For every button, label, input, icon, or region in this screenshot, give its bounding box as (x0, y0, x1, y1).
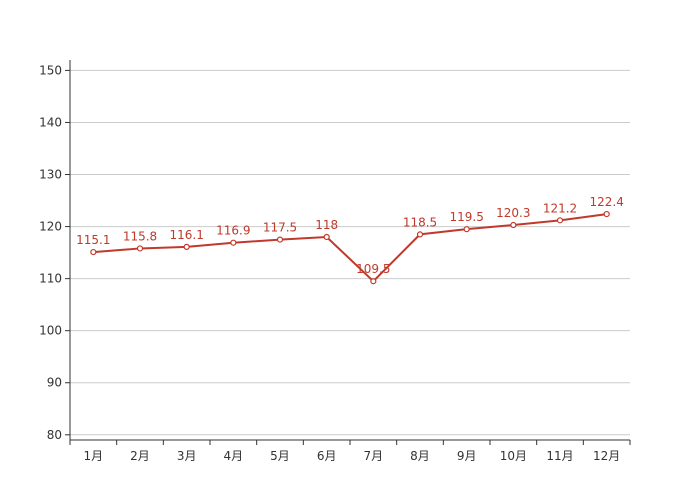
data-label: 119.5 (449, 210, 483, 224)
data-point (463, 226, 470, 233)
data-point (136, 245, 144, 252)
data-point (230, 239, 237, 246)
y-tick-label: 150 (39, 63, 62, 77)
data-point (510, 221, 517, 229)
y-tick-label: 140 (39, 115, 62, 129)
x-tick-label: 9月 (457, 449, 477, 463)
data-point (603, 210, 610, 218)
x-tick-label: 2月 (130, 449, 150, 463)
data-point (276, 236, 284, 243)
x-tick-label: 10月 (500, 449, 527, 463)
data-label: 109.5 (356, 262, 390, 276)
data-label: 117.5 (263, 221, 297, 235)
x-tick-label: 1月 (84, 449, 104, 463)
series-line (93, 213, 607, 283)
axes: 80 90 100 110 120 130 140 150 1月 2月 3月 4月 5月 6月 7月 8月 9月… (39, 60, 631, 463)
data-label: 116.1 (169, 228, 203, 242)
data-labels: 115.1 115.8 116.1 116.9 117.5 118 109.5 118.5 11… (76, 195, 624, 276)
data-point (323, 233, 330, 241)
data-point (90, 248, 97, 256)
data-point (416, 231, 424, 238)
series-layer (90, 210, 610, 285)
x-tick-label: 11月 (546, 449, 573, 463)
data-label: 115.1 (76, 233, 110, 247)
x-tick-label: 4月 (224, 449, 244, 463)
y-tick-label: 100 (39, 324, 62, 338)
y-tick-label: 130 (39, 168, 62, 182)
x-tick-label: 8月 (410, 449, 430, 463)
grid-lines (70, 69, 630, 436)
data-point (370, 278, 377, 285)
data-label: 122.4 (589, 195, 623, 209)
y-tick-label: 80 (47, 428, 62, 442)
x-tick-label: 12月 (593, 449, 620, 463)
data-label: 116.9 (216, 224, 250, 238)
data-label: 120.3 (496, 206, 530, 220)
y-tick-label: 90 (47, 376, 62, 390)
data-label: 115.8 (123, 229, 157, 243)
data-label: 118.5 (403, 215, 437, 229)
data-label: 118 (315, 218, 338, 232)
x-tick-label: 3月 (177, 449, 197, 463)
data-point (183, 243, 190, 250)
y-tick-label: 110 (39, 272, 62, 286)
x-tick-label: 5月 (270, 449, 290, 463)
data-point (556, 217, 564, 224)
data-label: 121.2 (543, 201, 577, 215)
y-tick-label: 120 (39, 220, 62, 234)
x-tick-label: 7月 (364, 449, 384, 463)
x-tick-label: 6月 (317, 449, 337, 463)
